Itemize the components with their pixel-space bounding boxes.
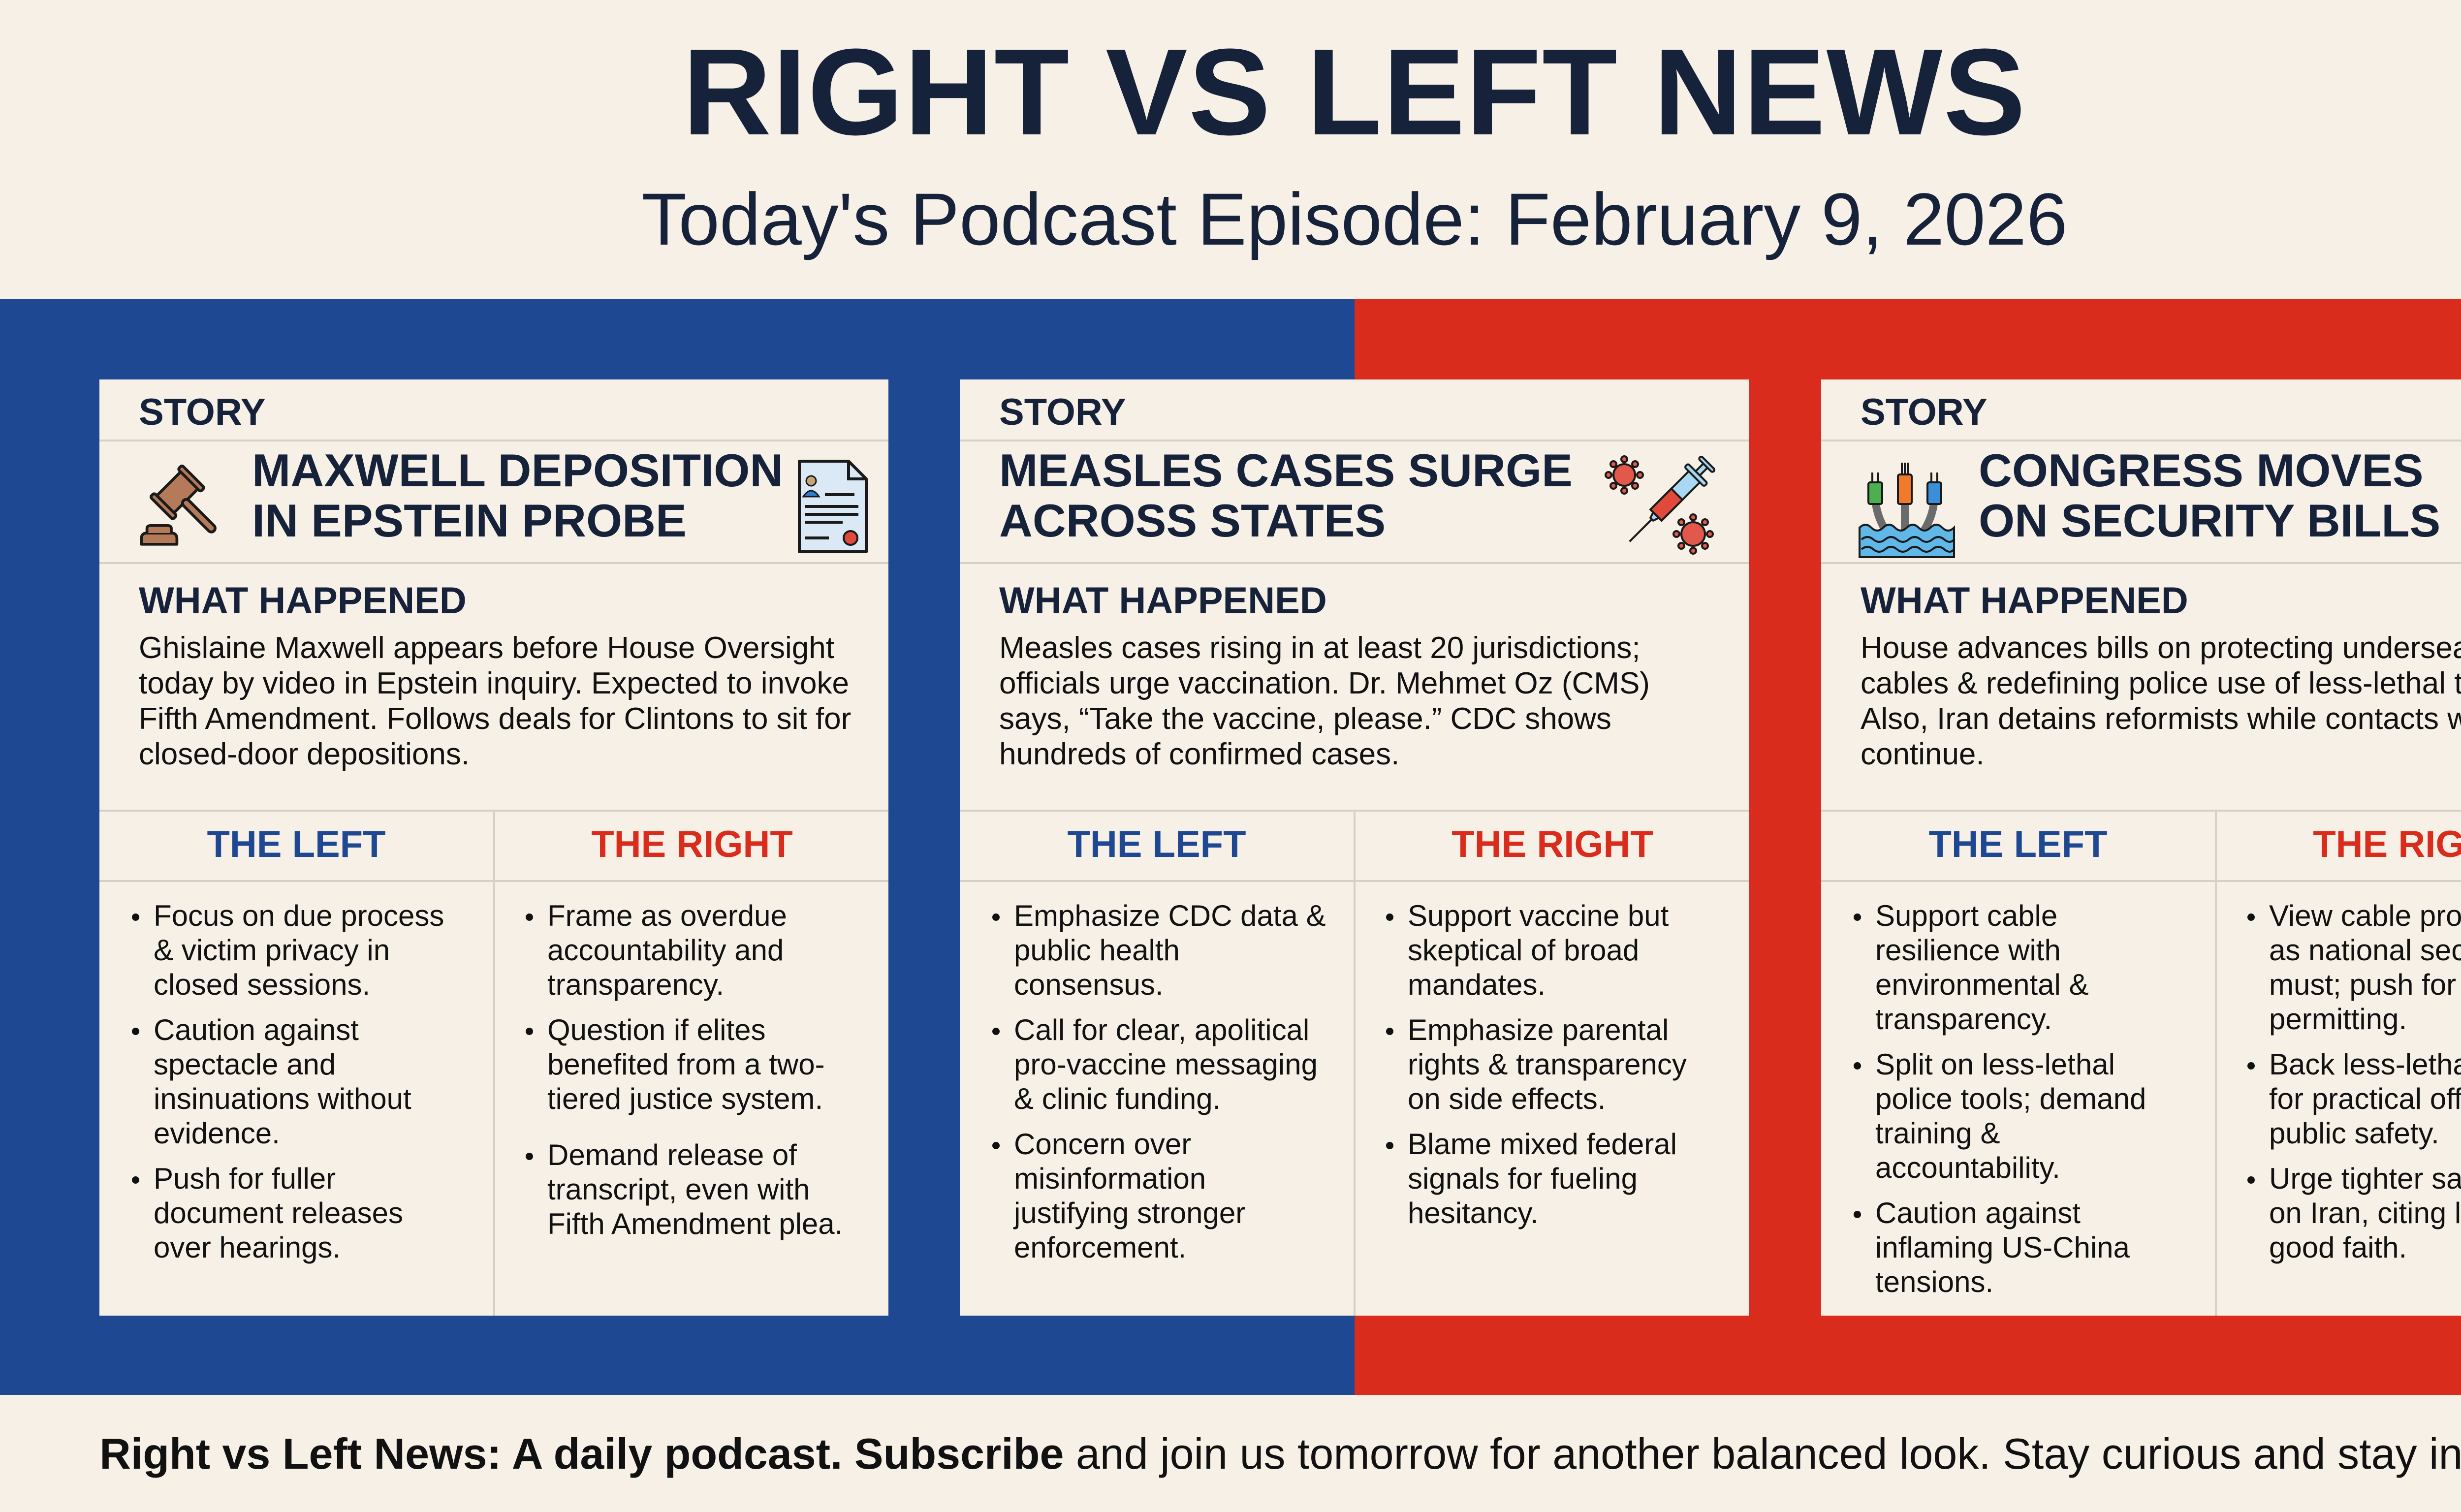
right-bullet: View cable protection as national securi… [2240,899,2461,1037]
left-column-heading: THE LEFT [207,823,386,865]
left-bullet: Caution against inflaming US-China tensi… [1846,1196,2190,1299]
story-card-maxwell: STORY MAXWELL DEPOSITION IN EPSTEIN PROB… [99,379,888,1316]
left-bullet: Caution against spectacle and insinuatio… [124,1013,469,1151]
divider [1821,440,2461,441]
right-bullet: Support vaccine but skeptical of broad m… [1378,899,1723,1002]
right-bullet: Blame mixed federal signals for fueling … [1378,1127,1723,1230]
header: RIGHT VS LEFT NEWS Today's Podcast Episo… [0,0,2461,299]
right-column-heading: THE RIGHT [1451,823,1653,865]
left-viewpoints: Emphasize CDC data & public health conse… [984,899,1329,1276]
story-label: STORY [1861,391,1988,433]
story-title: MAXWELL DEPOSITION IN EPSTEIN PROBE [252,444,784,546]
right-viewpoints: View cable protection as national securi… [2240,899,2461,1276]
footer: Right vs Left News: A daily podcast. Sub… [0,1395,2461,1512]
right-viewpoints: Support vaccine but skeptical of broad m… [1378,899,1723,1241]
left-column-heading: THE LEFT [1928,823,2108,865]
divider [99,440,888,441]
column-divider [2215,810,2217,1316]
column-divider [493,810,495,1316]
left-bullet: Call for clear, apolitical pro-vaccine m… [984,1013,1329,1116]
left-viewpoints: Support cable resilience with environmen… [1846,899,2190,1310]
what-happened-heading: WHAT HAPPENED [999,580,1327,622]
story-title: MEASLES CASES SURGE ACROSS STATES [999,444,1573,546]
episode-subtitle: Today's Podcast Episode: February 9, 202… [641,178,2068,260]
footer-bold-text: Right vs Left News: A daily podcast. Sub… [99,1429,1064,1478]
divider [960,562,1749,564]
right-bullet: Frame as overdue accountability and tran… [518,899,862,1002]
syringe-virus-icon [1605,453,1718,562]
divider [960,880,1749,882]
divider [1821,810,2461,812]
left-bullet: Focus on due process & victim privacy in… [124,899,469,1002]
left-bullet: Concern over misinformation justifying s… [984,1127,1329,1265]
divider [99,880,888,882]
left-bullet: Emphasize CDC data & public health conse… [984,899,1329,1002]
gavel-icon [134,458,227,552]
what-happened-text: Ghislaine Maxwell appears before House O… [139,631,852,771]
divider [1821,562,2461,564]
document-icon [793,457,872,556]
divider [1821,880,2461,882]
right-bullet: Demand release of transcript, even with … [518,1138,862,1241]
footer-text: and join us tomorrow for another balance… [1064,1429,2461,1478]
story-title: CONGRESS MOVES ON SECURITY BILLS [1979,444,2441,546]
right-viewpoints: Frame as overdue accountability and tran… [518,899,862,1252]
right-column-heading: THE RIGHT [2313,823,2461,865]
left-bullet: Support cable resilience with environmen… [1846,899,2190,1037]
left-bullet: Push for fuller document releases over h… [124,1162,469,1265]
divider [99,562,888,564]
left-viewpoints: Focus on due process & victim privacy in… [124,899,469,1276]
footer-tagline: Right vs Left News: A daily podcast. Sub… [0,1429,2461,1479]
what-happened-text: Measles cases rising in at least 20 juri… [999,631,1650,771]
page-title: RIGHT VS LEFT NEWS [682,23,2027,160]
left-bullet: Split on less-lethal police tools; deman… [1846,1047,2190,1185]
left-column-heading: THE LEFT [1067,823,1246,865]
what-happened-heading: WHAT HAPPENED [1861,580,2188,622]
right-bullet: Question if elites benefited from a two-… [518,1013,862,1116]
what-happened-heading: WHAT HAPPENED [139,580,467,622]
right-bullet: Back less-lethal tools for practical off… [2240,1047,2461,1151]
story-card-security-bills: STORY CONGRESS MOVES ON SECURITY BILLS [1821,379,2461,1316]
what-happened-text: House advances bills on protecting under… [1861,631,2461,771]
right-column-heading: THE RIGHT [591,823,793,865]
story-card-measles: STORY MEASLES CASES SURGE ACROSS STATES [960,379,1749,1316]
right-bullet: Emphasize parental rights & transparency… [1378,1013,1723,1116]
story-label: STORY [139,391,266,433]
right-bullet: Urge tighter sanctions on Iran, citing l… [2240,1162,2461,1265]
divider [960,440,1749,441]
story-label: STORY [999,391,1126,433]
column-divider [1354,810,1356,1316]
undersea-cable-icon [1856,461,1959,559]
